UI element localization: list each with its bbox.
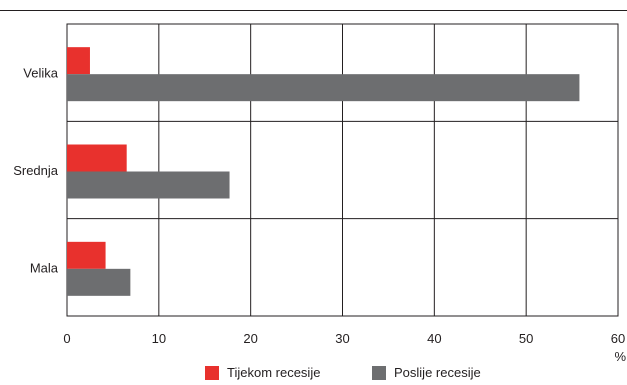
category-labels: Velika Srednja Mala xyxy=(13,66,59,276)
legend-swatch-series-2 xyxy=(372,365,386,380)
x-tick-label: 50 xyxy=(519,331,533,346)
bar-poslije-recesije-velika xyxy=(67,74,580,102)
gridlines xyxy=(158,24,527,316)
x-tick-label: 30 xyxy=(335,331,349,346)
x-tick-label: 60 xyxy=(611,331,625,346)
category-label-velika: Velika xyxy=(23,66,58,81)
legend-item-series-1: Tijekom recesije xyxy=(205,365,320,380)
x-tick-label: 40 xyxy=(427,331,441,346)
bar-tijekom-recesije-srednja xyxy=(67,144,127,172)
x-tick-label: 20 xyxy=(243,331,257,346)
bar-poslije-recesije-mala xyxy=(67,268,131,296)
bar-tijekom-recesije-velika xyxy=(67,47,90,75)
top-rule xyxy=(0,10,627,11)
bars xyxy=(67,47,580,296)
category-label-mala: Mala xyxy=(30,260,59,275)
x-tick-label: 0 xyxy=(63,331,70,346)
category-label-srednja: Srednja xyxy=(13,163,59,178)
legend-swatch-series-1 xyxy=(205,365,219,380)
x-unit-label: % xyxy=(614,349,626,364)
bar-tijekom-recesije-mala xyxy=(67,241,106,269)
legend: Tijekom recesije Poslije recesije xyxy=(0,365,627,385)
legend-label-series-1: Tijekom recesije xyxy=(227,365,321,380)
tick-labels: 0 10 20 30 40 50 60 xyxy=(63,331,625,346)
legend-item-series-2: Poslije recesije xyxy=(372,365,481,380)
x-tick-label: 10 xyxy=(152,331,166,346)
category-separators xyxy=(67,120,618,220)
bar-poslije-recesije-srednja xyxy=(67,171,230,199)
legend-label-series-2: Poslije recesije xyxy=(394,365,481,380)
